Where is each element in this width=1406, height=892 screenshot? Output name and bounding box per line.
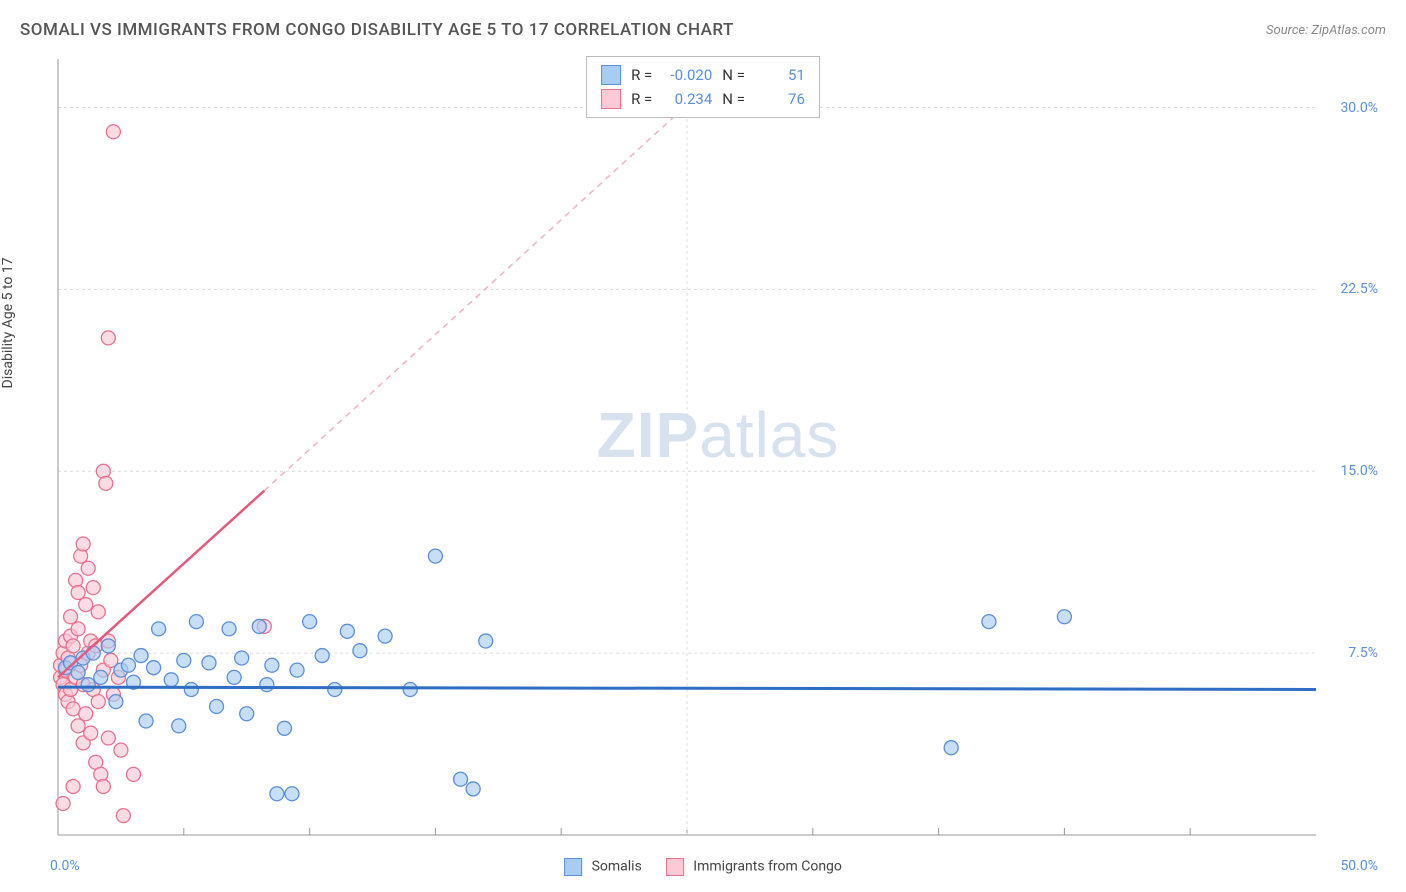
source-label: Source: ZipAtlas.com	[1266, 23, 1386, 38]
r-label: R =	[631, 87, 652, 111]
r-label: R =	[631, 63, 652, 87]
y-tick-label: 22.5%	[1340, 281, 1378, 297]
legend-item-blue: Somalis	[564, 858, 642, 876]
n-label: N =	[722, 63, 745, 87]
stats-row-blue: R = -0.020 N = 51	[601, 63, 805, 87]
chart-title: SOMALI VS IMMIGRANTS FROM CONGO DISABILI…	[20, 20, 734, 40]
y-tick-label: 30.0%	[1340, 100, 1378, 116]
y-axis-label: Disability Age 5 to 17	[0, 257, 16, 388]
stats-row-pink: R = 0.234 N = 76	[601, 87, 805, 111]
y-tick-label: 7.5%	[1348, 645, 1378, 661]
legend-item-pink: Immigrants from Congo	[666, 858, 842, 876]
chart-area: ZIPatlas	[50, 55, 1386, 847]
stats-legend-box: R = -0.020 N = 51 R = 0.234 N = 76	[586, 56, 820, 118]
scatter-chart	[50, 55, 1386, 847]
y-tick-label: 15.0%	[1340, 463, 1378, 479]
r-value-blue: -0.020	[662, 63, 712, 87]
swatch-blue	[601, 65, 621, 85]
swatch-pink	[601, 89, 621, 109]
n-value-pink: 76	[755, 87, 805, 111]
bottom-legend: Somalis Immigrants from Congo	[564, 858, 842, 876]
x-axis-min-label: 0.0%	[50, 858, 80, 874]
legend-label-blue: Somalis	[592, 859, 642, 875]
r-value-pink: 0.234	[662, 87, 712, 111]
n-value-blue: 51	[755, 63, 805, 87]
n-label: N =	[722, 87, 745, 111]
legend-swatch-pink	[666, 858, 684, 876]
legend-swatch-blue	[564, 858, 582, 876]
x-axis-max-label: 50.0%	[1340, 858, 1378, 874]
legend-label-pink: Immigrants from Congo	[693, 859, 842, 875]
header-row: SOMALI VS IMMIGRANTS FROM CONGO DISABILI…	[20, 20, 1386, 40]
